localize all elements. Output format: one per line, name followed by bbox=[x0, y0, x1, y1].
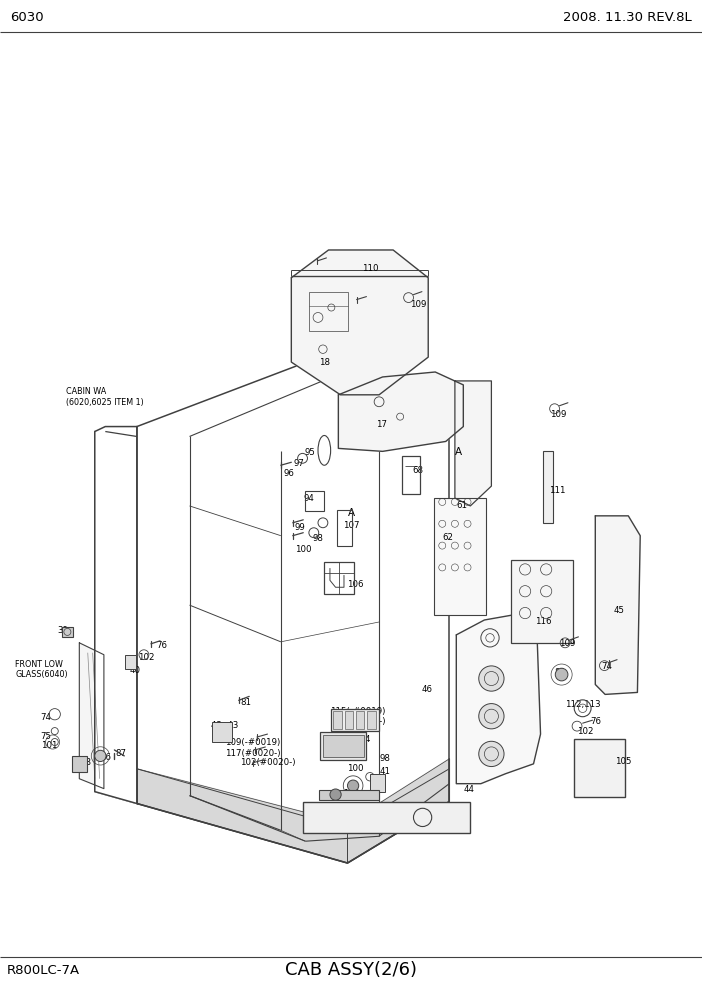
Text: 39: 39 bbox=[58, 626, 68, 636]
Text: CAB ASSY(2/6): CAB ASSY(2/6) bbox=[285, 961, 417, 979]
Text: 68: 68 bbox=[413, 465, 424, 475]
Text: 86: 86 bbox=[100, 753, 112, 763]
Polygon shape bbox=[95, 432, 137, 804]
Circle shape bbox=[95, 750, 106, 762]
Text: 2008. 11.30 REV.8L: 2008. 11.30 REV.8L bbox=[563, 11, 691, 25]
Text: 107: 107 bbox=[343, 521, 359, 531]
Text: 97: 97 bbox=[293, 458, 304, 468]
Text: 98: 98 bbox=[379, 754, 390, 764]
Text: 99: 99 bbox=[295, 523, 305, 533]
Text: A: A bbox=[348, 508, 355, 518]
Text: 76: 76 bbox=[590, 716, 602, 726]
Polygon shape bbox=[338, 372, 463, 451]
Ellipse shape bbox=[318, 435, 331, 465]
Polygon shape bbox=[291, 250, 428, 395]
Bar bbox=[337, 510, 352, 546]
Text: 75: 75 bbox=[41, 731, 52, 741]
Bar bbox=[402, 456, 420, 494]
Text: 74: 74 bbox=[601, 662, 612, 672]
Text: 100: 100 bbox=[295, 545, 312, 555]
Text: 109: 109 bbox=[550, 410, 567, 420]
Text: 85: 85 bbox=[555, 668, 566, 678]
Bar bbox=[309, 292, 348, 331]
Text: 45: 45 bbox=[614, 605, 625, 615]
Bar bbox=[319, 790, 379, 800]
Bar bbox=[305, 491, 324, 511]
Text: 74: 74 bbox=[41, 712, 52, 722]
Polygon shape bbox=[455, 381, 491, 506]
Bar bbox=[543, 451, 553, 523]
Bar bbox=[62, 627, 73, 637]
Text: 102: 102 bbox=[577, 726, 594, 736]
Polygon shape bbox=[456, 615, 541, 784]
Text: 76: 76 bbox=[156, 641, 167, 651]
Text: 77 (-#0019)
117(#0020-): 77 (-#0019) 117(#0020-) bbox=[334, 808, 390, 828]
Text: 81: 81 bbox=[240, 697, 251, 707]
Text: 116: 116 bbox=[535, 617, 552, 627]
Bar bbox=[434, 498, 486, 615]
Bar bbox=[303, 802, 470, 833]
Text: 106: 106 bbox=[347, 579, 364, 589]
Text: 41: 41 bbox=[379, 767, 390, 777]
Text: 94: 94 bbox=[303, 494, 314, 504]
Bar bbox=[511, 560, 573, 643]
Text: 102: 102 bbox=[138, 653, 154, 663]
Text: 40: 40 bbox=[129, 666, 140, 676]
Polygon shape bbox=[95, 427, 137, 804]
Text: CABIN WA
(6020,6025 ITEM 1): CABIN WA (6020,6025 ITEM 1) bbox=[67, 387, 144, 407]
Text: 111: 111 bbox=[549, 485, 566, 495]
Text: 95: 95 bbox=[305, 447, 315, 457]
Text: 101: 101 bbox=[41, 741, 58, 751]
Bar bbox=[125, 655, 136, 669]
Text: A: A bbox=[455, 447, 462, 457]
Text: 109: 109 bbox=[559, 639, 575, 649]
Text: 109(-#0019)
117(#0020-): 109(-#0019) 117(#0020-) bbox=[225, 738, 281, 758]
Bar bbox=[323, 735, 364, 757]
Bar bbox=[212, 722, 232, 742]
Text: 114: 114 bbox=[354, 734, 371, 744]
Text: 100: 100 bbox=[347, 764, 364, 774]
Text: 17: 17 bbox=[376, 420, 387, 430]
Text: 102(#0020-): 102(#0020-) bbox=[240, 758, 296, 768]
Text: 110: 110 bbox=[362, 264, 379, 274]
Text: 61: 61 bbox=[456, 501, 468, 511]
Text: 38: 38 bbox=[81, 758, 92, 768]
Text: FRONT LOW
GLASS(6040): FRONT LOW GLASS(6040) bbox=[15, 660, 68, 680]
Text: 42, 43: 42, 43 bbox=[211, 720, 238, 730]
Circle shape bbox=[479, 666, 504, 691]
Circle shape bbox=[479, 703, 504, 729]
Text: 96: 96 bbox=[284, 468, 294, 478]
Bar bbox=[574, 739, 625, 797]
Text: 109: 109 bbox=[410, 300, 426, 310]
Text: 62: 62 bbox=[442, 533, 453, 543]
Text: R800LC-7A: R800LC-7A bbox=[7, 963, 80, 977]
Bar bbox=[320, 732, 366, 760]
Polygon shape bbox=[79, 643, 104, 789]
Text: 46: 46 bbox=[421, 684, 432, 694]
Bar bbox=[331, 709, 379, 731]
Bar bbox=[356, 711, 364, 729]
Bar bbox=[324, 562, 354, 594]
Text: 112,113: 112,113 bbox=[565, 699, 600, 709]
Text: 87: 87 bbox=[116, 749, 127, 759]
Bar bbox=[370, 774, 385, 792]
Text: 98: 98 bbox=[312, 534, 323, 544]
Text: 115(-#0019)
117(#0020-): 115(-#0019) 117(#0020-) bbox=[330, 706, 386, 726]
Bar bbox=[72, 756, 87, 772]
Bar bbox=[345, 711, 353, 729]
Text: 44: 44 bbox=[463, 785, 475, 795]
Circle shape bbox=[347, 780, 359, 792]
Circle shape bbox=[555, 669, 568, 681]
Circle shape bbox=[479, 741, 504, 767]
Polygon shape bbox=[595, 516, 640, 694]
Polygon shape bbox=[137, 759, 449, 863]
Text: 18: 18 bbox=[319, 357, 331, 367]
Bar bbox=[367, 711, 376, 729]
Bar bbox=[333, 711, 342, 729]
Text: 6030: 6030 bbox=[11, 11, 44, 25]
Text: 103: 103 bbox=[343, 789, 359, 799]
Text: 105: 105 bbox=[615, 757, 632, 767]
Circle shape bbox=[330, 789, 341, 801]
